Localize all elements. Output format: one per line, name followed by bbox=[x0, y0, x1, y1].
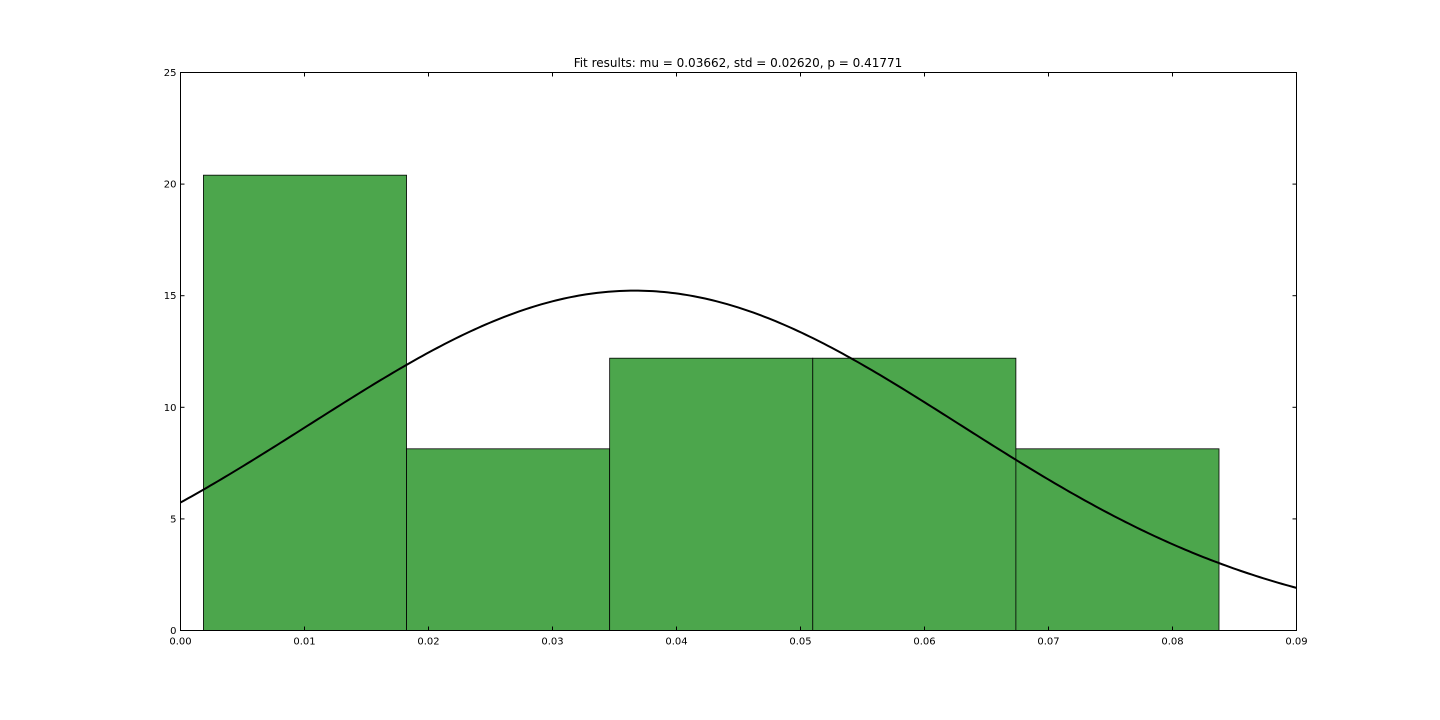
histogram-bar bbox=[1015, 448, 1220, 631]
x-tick-label: 0.00 bbox=[169, 637, 191, 648]
x-axis: 0.00 0.01 0.02 0.03 0.04 0.05 0.06 0.07 0.08 0.09 bbox=[169, 72, 1308, 648]
x-tick-label: 0.02 bbox=[417, 637, 439, 648]
histogram-bar bbox=[406, 448, 611, 631]
x-tick-label: 0.01 bbox=[293, 637, 315, 648]
histogram-bar bbox=[203, 174, 407, 631]
x-tick-label: 0.04 bbox=[665, 637, 687, 648]
histogram-bars bbox=[203, 174, 1220, 631]
y-tick-label: 0 bbox=[170, 626, 176, 637]
chart-title: Fit results: mu = 0.03662, std = 0.02620… bbox=[574, 56, 903, 70]
y-tick-label: 20 bbox=[164, 180, 177, 191]
x-tick-label: 0.06 bbox=[913, 637, 935, 648]
plot-frame bbox=[180, 72, 1297, 631]
normal-fit-curve bbox=[180, 289, 1297, 589]
x-tick-label: 0.05 bbox=[789, 637, 811, 648]
y-tick-label: 5 bbox=[170, 514, 176, 525]
y-tick-label: 10 bbox=[164, 403, 177, 414]
x-tick-label: 0.09 bbox=[1285, 637, 1307, 648]
y-tick-label: 25 bbox=[164, 68, 177, 79]
fit-curve-layer bbox=[180, 289, 1297, 589]
x-tick-label: 0.03 bbox=[541, 637, 563, 648]
y-axis: 0 5 10 15 20 25 bbox=[164, 68, 1297, 637]
y-tick-label: 15 bbox=[164, 291, 177, 302]
histogram-bar bbox=[812, 357, 1017, 631]
x-tick-label: 0.07 bbox=[1037, 637, 1059, 648]
histogram-bar bbox=[609, 357, 814, 631]
x-tick-label: 0.08 bbox=[1161, 637, 1183, 648]
